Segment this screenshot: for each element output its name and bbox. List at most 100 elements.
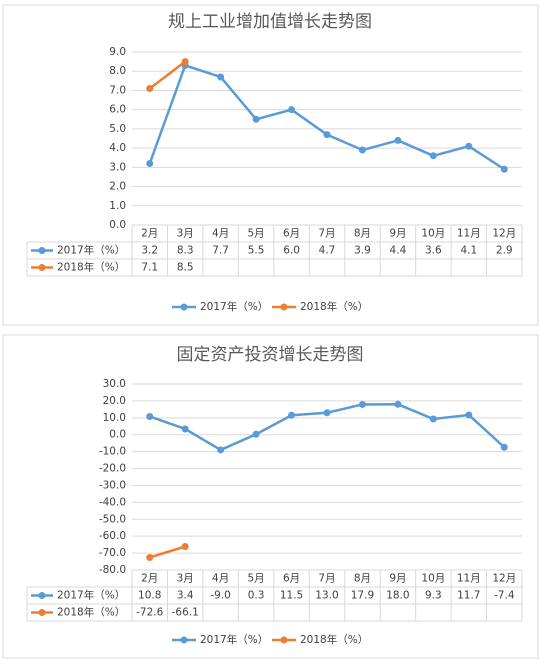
y-tick-label: 6.0 — [109, 104, 126, 116]
table-value: 13.0 — [315, 590, 338, 602]
x-tick-label: 9月 — [389, 573, 406, 585]
table-value: -72.6 — [136, 607, 163, 619]
x-tick-label: 5月 — [247, 228, 264, 240]
x-tick-label: 3月 — [177, 573, 194, 585]
legend-marker — [180, 303, 188, 311]
legend-label: 2018年（%） — [300, 300, 368, 313]
table-value: 5.5 — [248, 245, 265, 257]
table-value: 11.7 — [457, 590, 480, 602]
x-tick-label: 4月 — [212, 573, 229, 585]
x-tick-label: 8月 — [354, 228, 371, 240]
y-tick-label: -40.0 — [99, 496, 126, 508]
table-value: 3.4 — [177, 590, 194, 602]
point — [429, 415, 437, 423]
point — [288, 106, 296, 114]
y-tick-label: 8.0 — [109, 65, 126, 77]
point — [146, 85, 154, 93]
x-tick-label: 12月 — [492, 228, 516, 240]
legend-marker — [38, 247, 46, 254]
y-tick-label: 7.0 — [109, 84, 126, 96]
point — [323, 131, 331, 139]
x-tick-label: 3月 — [177, 228, 194, 240]
y-tick-label: -80.0 — [99, 564, 126, 576]
table-value: 0.3 — [248, 590, 265, 602]
y-tick-label: 20.0 — [103, 395, 126, 407]
table-value: 17.9 — [351, 590, 374, 602]
x-tick-label: 8月 — [354, 573, 371, 585]
table-value: -9.0 — [210, 590, 231, 602]
table-series-name: 2018年（%） — [57, 261, 125, 274]
point — [146, 159, 154, 167]
table-value: 4.1 — [460, 245, 477, 257]
x-tick-label: 4月 — [212, 228, 229, 240]
point — [217, 446, 225, 454]
point — [394, 400, 402, 408]
table-value: -7.4 — [494, 590, 515, 602]
table-value: -66.1 — [172, 607, 199, 619]
point — [465, 411, 473, 419]
table-value: 8.5 — [177, 262, 194, 274]
x-tick-label: 6月 — [283, 228, 300, 240]
table-value: 3.9 — [354, 245, 371, 257]
y-tick-label: 5.0 — [109, 123, 126, 135]
y-tick-label: -30.0 — [99, 479, 126, 491]
point — [146, 412, 154, 420]
y-tick-label: -50.0 — [99, 513, 126, 525]
table-value: 3.2 — [141, 245, 158, 257]
y-tick-label: 30.0 — [103, 378, 126, 390]
chart-title: 固定资产投资增长走势图 — [177, 345, 364, 365]
x-tick-label: 2月 — [141, 573, 158, 585]
point — [252, 430, 260, 438]
legend-label: 2017年（%） — [200, 300, 268, 313]
table-series-name: 2017年（%） — [57, 244, 125, 257]
legend-label: 2017年（%） — [200, 633, 268, 646]
point — [252, 115, 260, 123]
x-tick-label: 7月 — [318, 228, 335, 240]
y-tick-label: 9.0 — [109, 46, 126, 58]
y-tick-label: 0.0 — [109, 429, 126, 441]
table-value: 4.4 — [390, 245, 407, 257]
table-value: 11.5 — [280, 590, 303, 602]
chart-frame — [2, 4, 539, 326]
legend-marker — [280, 636, 288, 644]
y-tick-label: 0.0 — [109, 219, 126, 231]
legend-marker — [38, 609, 46, 616]
point — [146, 553, 154, 561]
legend-label: 2018年（%） — [300, 633, 368, 646]
x-tick-label: 7月 — [318, 573, 335, 585]
series-line — [148, 60, 186, 90]
table-value: 10.8 — [138, 590, 161, 602]
table-series-name: 2018年（%） — [57, 606, 125, 619]
point — [358, 146, 366, 154]
point — [323, 409, 331, 417]
table-value: 7.1 — [141, 262, 158, 274]
x-tick-label: 6月 — [283, 573, 300, 585]
y-tick-label: 4.0 — [109, 142, 126, 154]
chart-title: 规上工业增加值增长走势图 — [168, 12, 372, 32]
table-value: 3.6 — [425, 245, 442, 257]
point — [429, 152, 437, 160]
point — [500, 443, 508, 451]
table-value: 8.3 — [177, 245, 194, 257]
y-tick-label: -70.0 — [99, 547, 126, 559]
x-tick-label: 5月 — [247, 573, 264, 585]
table-series-name: 2017年（%） — [57, 589, 125, 602]
x-tick-label: 9月 — [389, 228, 406, 240]
y-tick-label: -20.0 — [99, 463, 126, 475]
point — [181, 425, 189, 433]
legend-marker — [280, 303, 288, 311]
y-tick-label: 3.0 — [109, 161, 126, 173]
x-tick-label: 11月 — [457, 228, 481, 240]
point — [181, 542, 189, 550]
point — [358, 400, 366, 408]
x-tick-label: 10月 — [421, 573, 445, 585]
table-value: 7.7 — [212, 245, 229, 257]
legend-marker — [38, 592, 46, 599]
table-value: 9.3 — [425, 590, 442, 602]
x-tick-label: 10月 — [421, 228, 445, 240]
point — [465, 142, 473, 150]
series-line — [149, 545, 186, 559]
point — [217, 73, 225, 81]
point — [288, 411, 296, 419]
